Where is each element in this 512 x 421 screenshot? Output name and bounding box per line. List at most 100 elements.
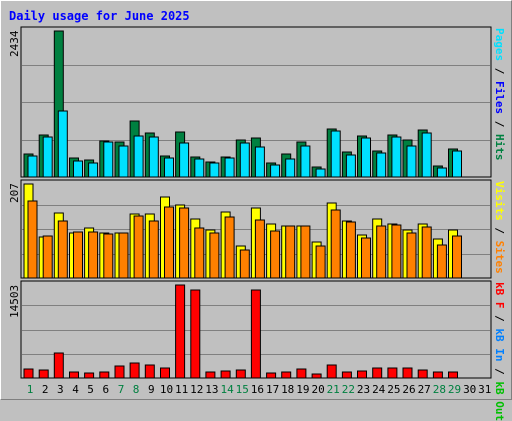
bar-visits-sites-day-15 [239,249,250,279]
bar-kbytes-kb-f-day-24 [372,367,383,379]
x-tick-label-2: 2 [42,383,49,396]
bar-hits-pages-day-26 [406,145,417,178]
bar-hits-pages-day-4 [73,160,83,178]
right-legend-visits: Visits / Sites [493,181,506,274]
bar-visits-sites-day-4 [73,231,83,279]
bar-kbytes-kb-f-day-12 [190,289,201,379]
x-tick-label-26: 26 [402,383,415,396]
bar-hits-pages-day-18 [285,158,296,178]
bar-hits-pages-day-8 [133,135,144,178]
x-tick-label-31: 31 [478,383,491,396]
x-tick-label-18: 18 [281,383,294,396]
x-tick-label-8: 8 [133,383,140,396]
x-tick-label-11: 11 [175,383,188,396]
bar-visits-sites-day-18 [285,225,296,279]
bar-kbytes-kb-f-day-11 [175,284,186,379]
x-tick-label-22: 22 [342,383,355,396]
bar-kbytes-kb-f-day-5 [84,372,95,379]
legend-kbytes-part-2: kB In [493,328,506,362]
x-tick-label-12: 12 [190,383,203,396]
x-tick-label-15: 15 [236,383,249,396]
bar-hits-pages-day-5 [88,162,99,178]
legend-visits-part-0: Visits [493,181,506,221]
legend-hits-part-3: / [493,114,506,134]
x-tick-label-5: 5 [87,383,94,396]
bar-kbytes-kb-f-day-20 [311,373,322,379]
bar-visits-sites-day-8 [133,215,144,279]
chart-canvas: 1 2 3 4 5 6 7 8 9 10 11 12 13 14 15 16 17 18 19 20 21 22 23 24 2… [20,26,492,396]
bar-hits-pages-day-11 [179,142,190,178]
x-tick-label-4: 4 [72,383,79,396]
bar-visits-sites-day-27 [421,226,432,279]
x-tick-label-14: 14 [220,383,234,396]
x-tick-label-20: 20 [311,383,324,396]
bar-hits-pages-day-3 [57,110,68,178]
bar-visits-sites-day-7 [118,232,129,279]
bar-kbytes-kb-f-day-3 [53,352,64,379]
bar-kbytes-kb-f-day-15 [235,369,246,379]
bar-hits-pages-day-27 [421,132,432,178]
bar-kbytes-kb-f-day-29 [448,371,458,379]
bar-kbytes-kb-f-day-4 [69,371,79,379]
bar-visits-sites-day-12 [194,227,205,279]
chart-title: Daily usage for June 2025 [9,9,190,23]
legend-hits-part-0: Pages [493,28,506,62]
x-tick-label-3: 3 [57,383,64,396]
legend-hits-part-4: Hits [493,134,506,161]
bar-visits-sites-day-25 [391,224,402,279]
x-tick-label-23: 23 [357,383,370,396]
bar-kbytes-kb-f-day-27 [417,369,428,379]
x-tick-label-21: 21 [327,383,340,396]
bar-hits-pages-day-7 [118,145,129,178]
bar-hits-pages-day-15 [239,142,250,178]
x-tick-label-24: 24 [372,383,386,396]
bar-visits-sites-day-29 [452,235,462,279]
bar-visits-sites-day-21 [330,209,341,279]
bar-visits-sites-day-17 [270,230,281,279]
bar-kbytes-kb-f-day-23 [357,370,367,379]
bar-kbytes-kb-f-day-21 [326,364,337,379]
bar-kbytes-kb-f-day-19 [296,368,307,379]
bar-kbytes-kb-f-day-28 [432,371,443,379]
bar-visits-sites-day-9 [148,220,159,279]
bar-hits-pages-day-16 [254,146,265,178]
bar-hits-pages-day-12 [194,158,205,178]
bar-visits-sites-day-28 [436,244,447,279]
bar-visits-sites-day-19 [300,225,311,279]
bar-hits-pages-day-2 [42,136,53,178]
bar-kbytes-kb-f-day-17 [266,372,277,379]
bar-visits-sites-day-23 [361,237,371,279]
x-tick-label-13: 13 [205,383,218,396]
x-tick-label-7: 7 [118,383,125,396]
bar-visits-sites-day-16 [254,219,265,279]
bar-kbytes-kb-f-day-18 [281,371,292,379]
x-tick-label-28: 28 [433,383,446,396]
bar-kbytes-kb-f-day-9 [144,364,155,379]
bar-kbytes-kb-f-day-13 [205,371,216,379]
right-legend-kbytes: kB F / kB In / kB Out [493,282,506,421]
bar-visits-sites-day-13 [209,232,220,279]
bar-hits-pages-day-21 [330,130,341,178]
bar-hits-pages-day-28 [436,167,447,178]
legend-kbytes-part-0: kB F [493,282,506,309]
bar-hits-pages-day-1 [27,155,38,178]
bar-visits-sites-day-26 [406,232,417,279]
bar-visits-sites-day-5 [88,231,99,279]
bar-visits-sites-day-1 [27,200,38,279]
x-tick-label-30: 30 [463,383,476,396]
bar-kbytes-kb-f-day-14 [220,370,231,379]
bar-visits-sites-day-22 [345,221,356,279]
bar-kbytes-kb-f-day-6 [99,371,110,379]
bar-hits-pages-day-20 [315,168,326,178]
bar-hits-pages-day-23 [361,137,371,178]
bar-visits-sites-day-2 [42,235,53,279]
bar-kbytes-kb-f-day-8 [129,362,140,379]
bar-visits-sites-day-24 [376,225,387,279]
legend-visits-part-1: / [493,220,506,241]
bar-hits-pages-day-24 [376,152,387,178]
bar-hits-pages-day-13 [209,162,220,178]
bar-hits-pages-day-17 [270,164,281,178]
x-tick-label-1: 1 [27,383,34,396]
bar-hits-pages-day-29 [452,150,462,178]
bar-kbytes-kb-f-day-25 [387,367,398,379]
